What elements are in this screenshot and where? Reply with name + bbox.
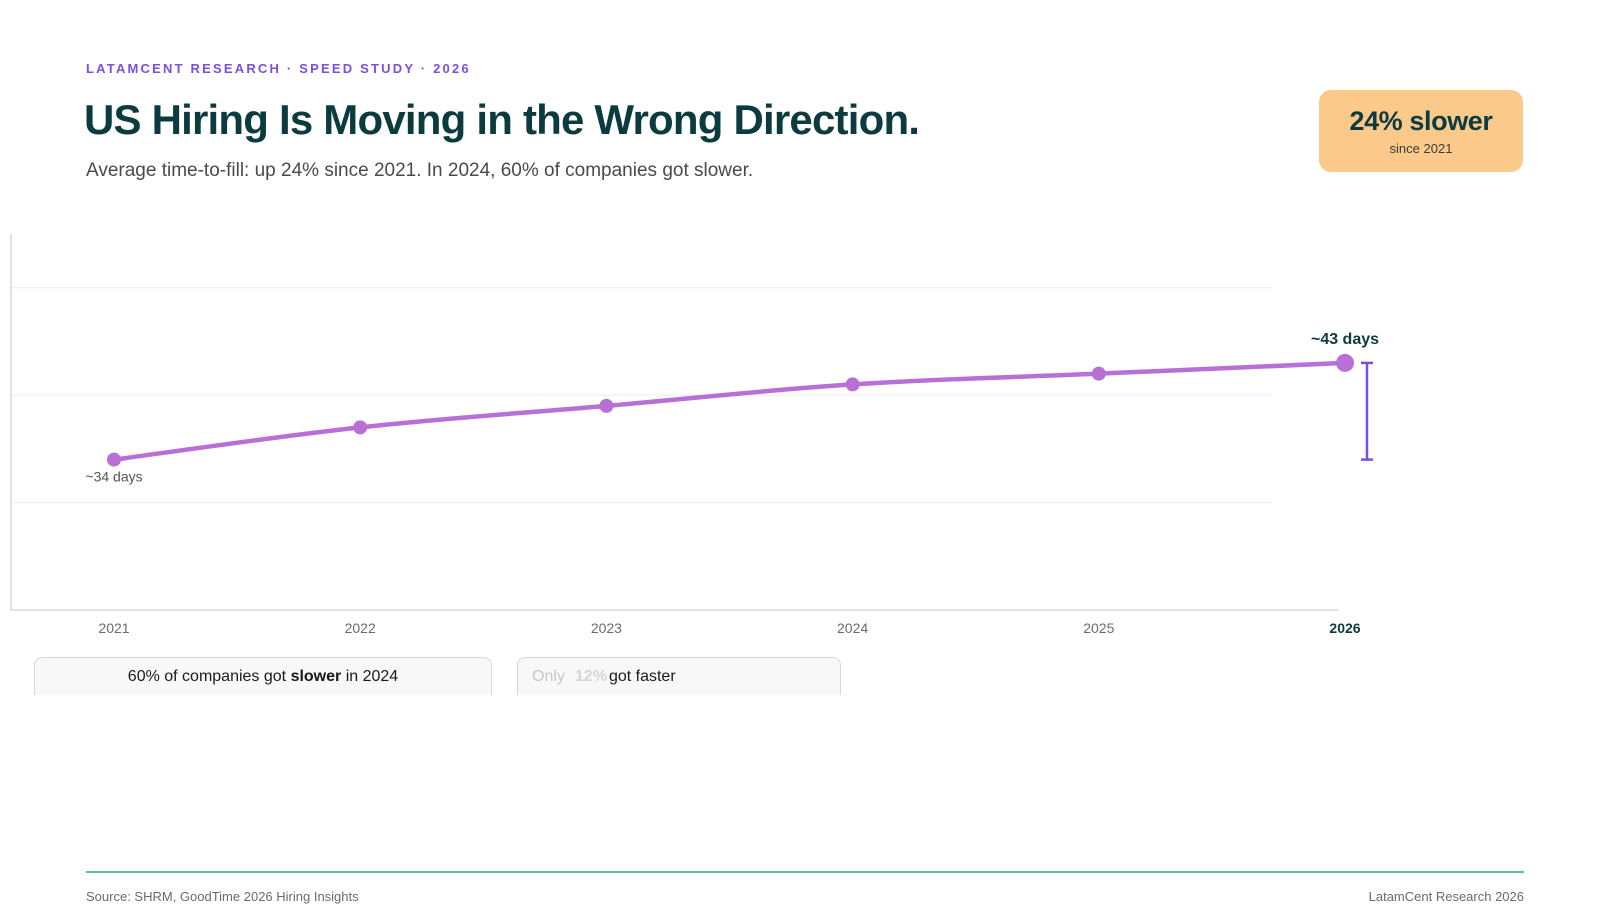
callout-slower-pre: 60% of companies got — [127, 667, 291, 685]
footer-source: Source: SHRM, GoodTime 2026 Hiring Insig… — [86, 889, 359, 904]
series-line — [111, 360, 1348, 462]
data-point-2024 — [845, 377, 860, 392]
data-point-2025 — [1091, 366, 1106, 381]
time-to-fill-line-chart: 2021 2022 2023 2024 2025 2026 ~34 days ~43 da… — [10, 234, 1379, 636]
stat-badge-value: 24% slower — [1349, 106, 1493, 136]
stat-badge-caption: since 2021 — [1389, 141, 1453, 156]
x-tick-2021: 2021 — [98, 620, 129, 636]
page-title: US Hiring Is Moving in the Wrong Directi… — [84, 96, 920, 143]
callout-slower: 60% of companies got slower in 2024 — [34, 657, 492, 695]
x-tick-2024: 2024 — [837, 620, 868, 636]
callout-faster-highlight: 12% — [574, 667, 607, 685]
series-points — [107, 353, 1354, 467]
data-point-2023 — [599, 398, 614, 413]
change-bracket — [1361, 361, 1373, 461]
end-value-label: ~43 days — [1311, 331, 1379, 348]
x-tick-2022: 2022 — [345, 620, 376, 636]
x-tick-2026: 2026 — [1329, 620, 1360, 636]
callout-slower-bold: slower — [290, 667, 342, 685]
data-point-2026 — [1336, 353, 1354, 372]
eyebrow-label: LATAMCENT RESEARCH · SPEED STUDY · 2026 — [86, 61, 471, 76]
x-tick-2025: 2025 — [1083, 620, 1114, 636]
data-point-2022 — [353, 420, 368, 435]
footer-divider — [86, 871, 1524, 873]
page-subtitle: Average time-to-fill: up 24% since 2021.… — [86, 160, 754, 181]
callout-faster: Only 12% got faster — [517, 657, 841, 695]
stat-badge: 24% slower since 2021 — [1319, 90, 1523, 172]
data-point-2021 — [107, 452, 121, 467]
chart-gridlines — [11, 287, 1272, 504]
x-tick-2023: 2023 — [591, 620, 622, 636]
callout-slower-post: in 2024 — [341, 667, 399, 685]
footer-brand: LatamCent Research 2026 — [1368, 889, 1524, 904]
x-axis-ticks: 2021 2022 2023 2024 2025 2026 — [98, 620, 1360, 636]
callout-faster-post: got faster — [608, 667, 676, 685]
start-value-label: ~34 days — [85, 469, 142, 485]
callout-faster-pre: Only — [532, 667, 565, 685]
